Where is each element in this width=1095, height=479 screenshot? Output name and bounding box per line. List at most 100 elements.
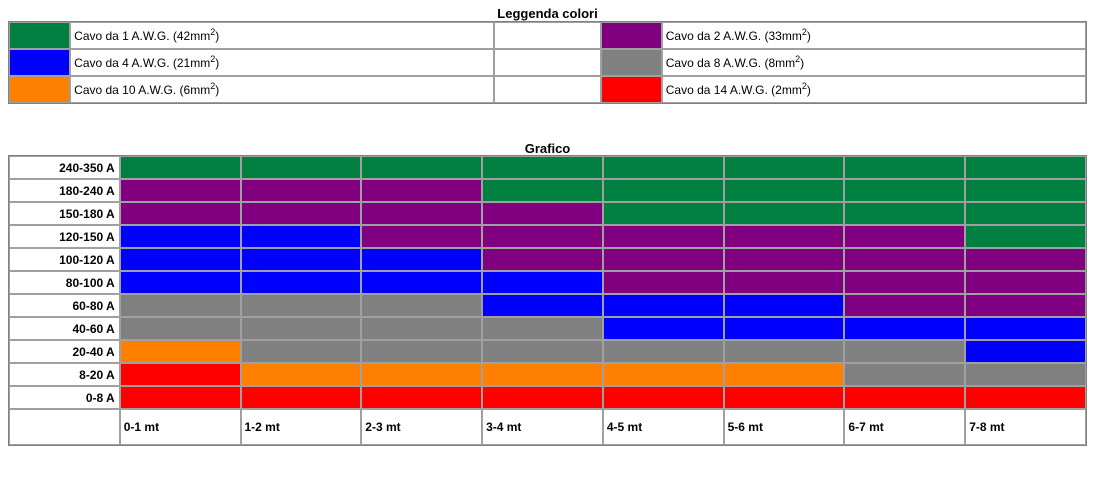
y-tick-label: 240-350 A bbox=[9, 156, 120, 179]
chart-cell bbox=[119, 271, 241, 294]
chart-cell bbox=[965, 363, 1086, 386]
y-tick-label: 180-240 A bbox=[9, 179, 120, 202]
chart-cell bbox=[240, 248, 362, 271]
chart-cell bbox=[965, 202, 1086, 225]
legend-title: Leggenda colori bbox=[497, 6, 598, 21]
y-tick-label: 8-20 A bbox=[9, 363, 120, 386]
chart-cell bbox=[723, 340, 845, 363]
chart-cell bbox=[602, 248, 724, 271]
chart-cell bbox=[723, 179, 845, 202]
chart-cell bbox=[602, 340, 724, 363]
y-tick-label: 20-40 A bbox=[9, 340, 120, 363]
chart-cell bbox=[240, 340, 362, 363]
corner-cell bbox=[9, 409, 120, 445]
chart-cell bbox=[723, 248, 845, 271]
legend-swatch-2awg bbox=[600, 22, 662, 49]
legend-row: Cavo da 4 A.W.G. (21mm2) Cavo da 8 A.W.G… bbox=[9, 49, 1086, 76]
legend-label-10awg: Cavo da 10 A.W.G. (6mm2) bbox=[70, 76, 495, 103]
chart-cell bbox=[361, 340, 483, 363]
chart-cell bbox=[965, 156, 1086, 179]
chart-cell bbox=[240, 294, 362, 317]
x-tick-label: 3-4 mt bbox=[482, 409, 603, 445]
chart-cell bbox=[602, 363, 724, 386]
x-tick-label: 5-6 mt bbox=[723, 409, 845, 445]
chart-cell bbox=[240, 156, 362, 179]
chart-cell bbox=[482, 363, 603, 386]
legend-row: Cavo da 10 A.W.G. (6mm2) Cavo da 14 A.W.… bbox=[9, 76, 1086, 103]
chart-cell bbox=[844, 225, 966, 248]
chart-cell bbox=[844, 340, 966, 363]
chart-row: 100-120 A bbox=[9, 248, 1086, 271]
x-axis-row: 0-1 mt 1-2 mt 2-3 mt 3-4 mt 4-5 mt 5-6 mt 6-7 … bbox=[9, 409, 1086, 445]
chart-cell bbox=[240, 225, 362, 248]
y-tick-label: 80-100 A bbox=[9, 271, 120, 294]
chart-cell bbox=[602, 294, 724, 317]
chart-cell bbox=[119, 363, 241, 386]
chart-cell bbox=[965, 340, 1086, 363]
y-tick-label: 120-150 A bbox=[9, 225, 120, 248]
legend-swatch-1awg bbox=[9, 22, 71, 49]
chart-cell bbox=[240, 317, 362, 340]
chart-cell bbox=[240, 363, 362, 386]
chart-cell bbox=[602, 179, 724, 202]
chart-cell bbox=[119, 202, 241, 225]
chart-cell bbox=[361, 294, 483, 317]
y-tick-label: 0-8 A bbox=[9, 386, 120, 409]
chart-cell bbox=[602, 202, 724, 225]
x-tick-label: 4-5 mt bbox=[602, 409, 724, 445]
chart-cell bbox=[965, 179, 1086, 202]
chart-row: 8-20 A bbox=[9, 363, 1086, 386]
chart-cell bbox=[844, 386, 966, 409]
chart-title: Grafico bbox=[524, 141, 571, 156]
chart-cell bbox=[844, 317, 966, 340]
chart-cell bbox=[119, 248, 241, 271]
y-tick-label: 60-80 A bbox=[9, 294, 120, 317]
chart-cell bbox=[482, 317, 603, 340]
legend-swatch-4awg bbox=[9, 49, 71, 76]
legend-row: Cavo da 1 A.W.G. (42mm2) Cavo da 2 A.W.G… bbox=[9, 22, 1086, 49]
legend-label-1awg: Cavo da 1 A.W.G. (42mm2) bbox=[70, 22, 495, 49]
chart-cell bbox=[240, 179, 362, 202]
chart-cell bbox=[602, 317, 724, 340]
chart-cell bbox=[844, 294, 966, 317]
chart-cell bbox=[482, 386, 603, 409]
chart-row: 120-150 A bbox=[9, 225, 1086, 248]
legend-spacer bbox=[494, 76, 601, 103]
legend-spacer bbox=[494, 49, 601, 76]
legend-label-8awg: Cavo da 8 A.W.G. (8mm2) bbox=[661, 49, 1086, 76]
x-tick-label: 6-7 mt bbox=[844, 409, 966, 445]
chart-cell bbox=[361, 386, 483, 409]
chart-cell bbox=[361, 363, 483, 386]
x-tick-label: 7-8 mt bbox=[965, 409, 1086, 445]
legend-spacer bbox=[494, 22, 601, 49]
chart-row: 240-350 A bbox=[9, 156, 1086, 179]
chart-cell bbox=[119, 294, 241, 317]
y-tick-label: 40-60 A bbox=[9, 317, 120, 340]
chart-row: 20-40 A bbox=[9, 340, 1086, 363]
chart-cell bbox=[602, 386, 724, 409]
chart-cell bbox=[723, 225, 845, 248]
chart-cell bbox=[482, 248, 603, 271]
chart-cell bbox=[240, 386, 362, 409]
chart-cell bbox=[119, 179, 241, 202]
chart-cell bbox=[602, 271, 724, 294]
chart-cell bbox=[965, 225, 1086, 248]
chart-cell bbox=[723, 156, 845, 179]
chart-cell bbox=[602, 156, 724, 179]
chart-cell bbox=[361, 317, 483, 340]
chart-cell bbox=[844, 271, 966, 294]
chart-cell bbox=[119, 340, 241, 363]
chart-cell bbox=[482, 294, 603, 317]
legend-label-14awg: Cavo da 14 A.W.G. (2mm2) bbox=[661, 76, 1086, 103]
chart-cell bbox=[361, 179, 483, 202]
chart-cell bbox=[844, 363, 966, 386]
chart-cell bbox=[965, 294, 1086, 317]
chart-cell bbox=[482, 156, 603, 179]
chart-cell bbox=[482, 179, 603, 202]
chart-cell bbox=[482, 271, 603, 294]
chart-cell bbox=[965, 248, 1086, 271]
chart-cell bbox=[844, 179, 966, 202]
chart-cell bbox=[482, 340, 603, 363]
chart-cell bbox=[361, 248, 483, 271]
y-tick-label: 150-180 A bbox=[9, 202, 120, 225]
